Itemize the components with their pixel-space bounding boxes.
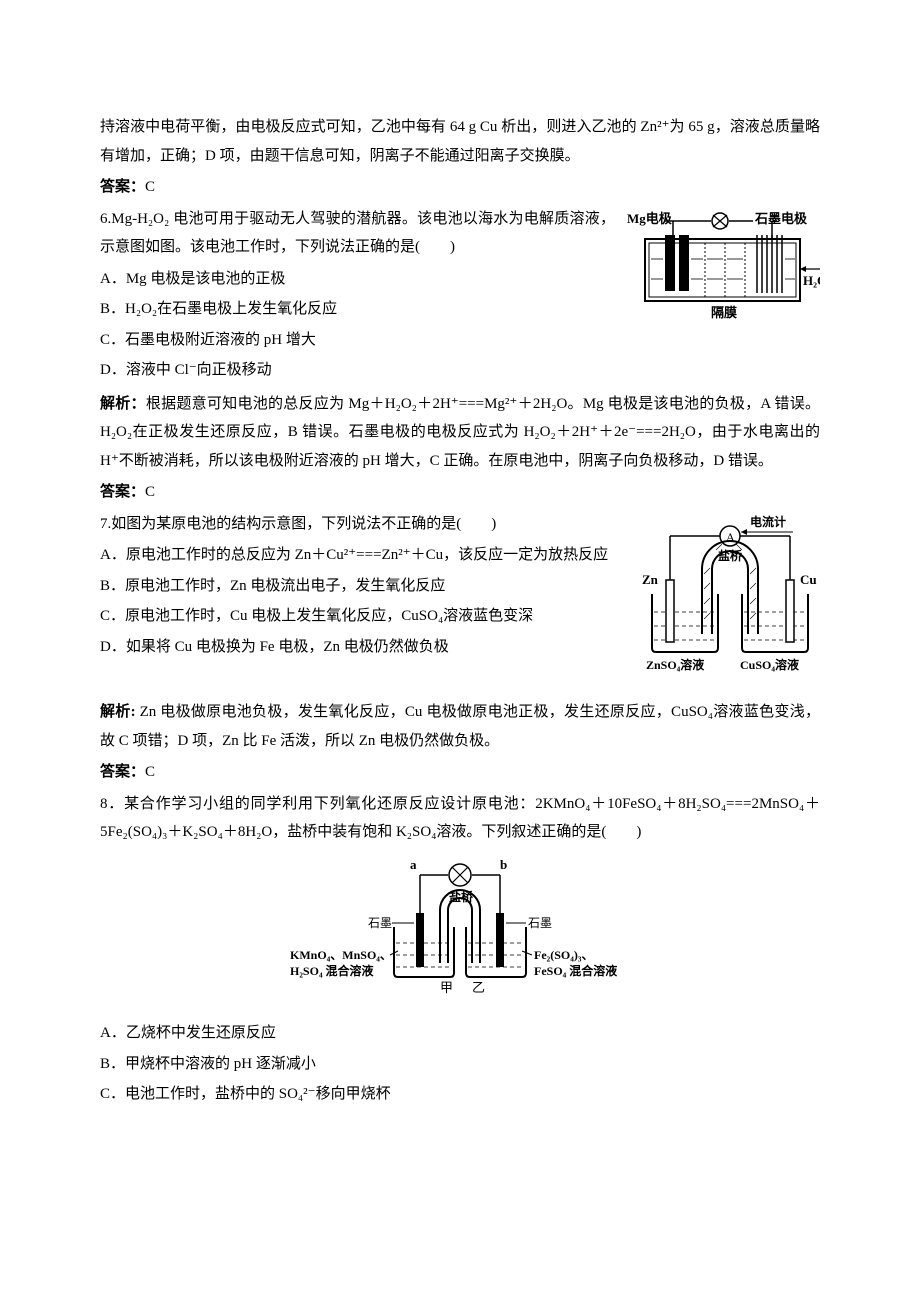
intro-answer-value: C xyxy=(145,179,155,195)
q8-right-sol2: FeSO₄ 混合溶液 xyxy=(534,963,617,978)
q8-option-c: C．电池工作时，盐桥中的 SO₄²⁻移向甲烧杯 xyxy=(100,1080,820,1109)
q8-graphite-left: 石墨 xyxy=(368,916,392,930)
q8-figure: a b 盐桥 石墨 石墨 KMnO₄、MnSO₄、 H₂SO₄ 混合溶液 Fe₂… xyxy=(100,855,820,1016)
q6-fig-right-label: 石墨电极 xyxy=(754,211,808,226)
q8-left-sol2: H₂SO₄ 混合溶液 xyxy=(290,963,374,978)
intro-answer: 答案：C xyxy=(100,173,820,202)
q7-exp-text: Zn 电极做原电池负极，发生氧化反应，Cu 电极做原电池正极，发生还原反应，Cu… xyxy=(100,704,820,749)
q8-a: a xyxy=(410,857,417,872)
q8-graphite-right: 石墨 xyxy=(528,916,552,930)
q6-fig-left-label: Mg电极 xyxy=(627,211,673,226)
q6-fig-membrane: 隔膜 xyxy=(711,305,737,320)
q7-cu: Cu xyxy=(800,572,817,587)
intro-answer-label: 答案： xyxy=(100,179,145,195)
q6-block: Mg电极 石墨电极 xyxy=(100,205,820,387)
q6-fig-h2o2: H₂O₂ xyxy=(803,273,820,288)
q6-exp-label: 解析： xyxy=(100,396,146,412)
q8-right-sol1: Fe₂(SO₄)₃、 xyxy=(534,948,593,962)
q7-answer-label: 答案： xyxy=(100,764,145,780)
q7-figure: 电流计 A 盐桥 xyxy=(640,514,820,690)
q6-figure: Mg电极 石墨电极 xyxy=(625,209,820,340)
q8-bridge: 盐桥 xyxy=(449,889,474,904)
q7-explanation: 解析: Zn 电极做原电池负极，发生氧化反应，Cu 电极做原电池正极，发生还原反… xyxy=(100,698,820,755)
q6-explanation: 解析：根据题意可知电池的总反应为 Mg＋H₂O₂＋2H⁺===Mg²⁺＋2H₂O… xyxy=(100,390,820,476)
q8-option-a: A．乙烧杯中发生还原反应 xyxy=(100,1019,820,1048)
q7-sol-right: CuSO₄溶液 xyxy=(740,657,799,672)
q7-bridge-label: 盐桥 xyxy=(718,548,743,563)
q8-stem: 8．某合作学习小组的同学利用下列氧化还原反应设计原电池：2KMnO₄＋10FeS… xyxy=(100,790,820,847)
q7-block: 电流计 A 盐桥 xyxy=(100,510,820,696)
q8-jia: 甲 xyxy=(440,980,453,995)
intro-text: 持溶液中电荷平衡，由电极反应式可知，乙池中每有 64 g Cu 析出，则进入乙池… xyxy=(100,113,820,170)
q6-exp-text: 根据题意可知电池的总反应为 Mg＋H₂O₂＋2H⁺===Mg²⁺＋2H₂O。Mg… xyxy=(100,396,820,469)
q7-zn: Zn xyxy=(642,572,659,587)
q8-b: b xyxy=(500,857,507,872)
q8-left-sol1: KMnO₄、MnSO₄、 xyxy=(290,948,392,962)
q6-answer: 答案：C xyxy=(100,478,820,507)
q6-option-d: D．溶液中 Cl⁻向正极移动 xyxy=(100,356,820,385)
q6-answer-value: C xyxy=(145,484,155,500)
q6-answer-label: 答案： xyxy=(100,484,145,500)
q7-ammeter-label: 电流计 xyxy=(750,514,786,529)
q7-exp-label: 解析: xyxy=(100,704,140,720)
q7-sol-left: ZnSO₄溶液 xyxy=(646,657,704,672)
q8-option-b: B．甲烧杯中溶液的 pH 逐渐减小 xyxy=(100,1050,820,1079)
q7-answer: 答案：C xyxy=(100,758,820,787)
q7-answer-value: C xyxy=(145,764,155,780)
q8-yi: 乙 xyxy=(472,980,485,995)
